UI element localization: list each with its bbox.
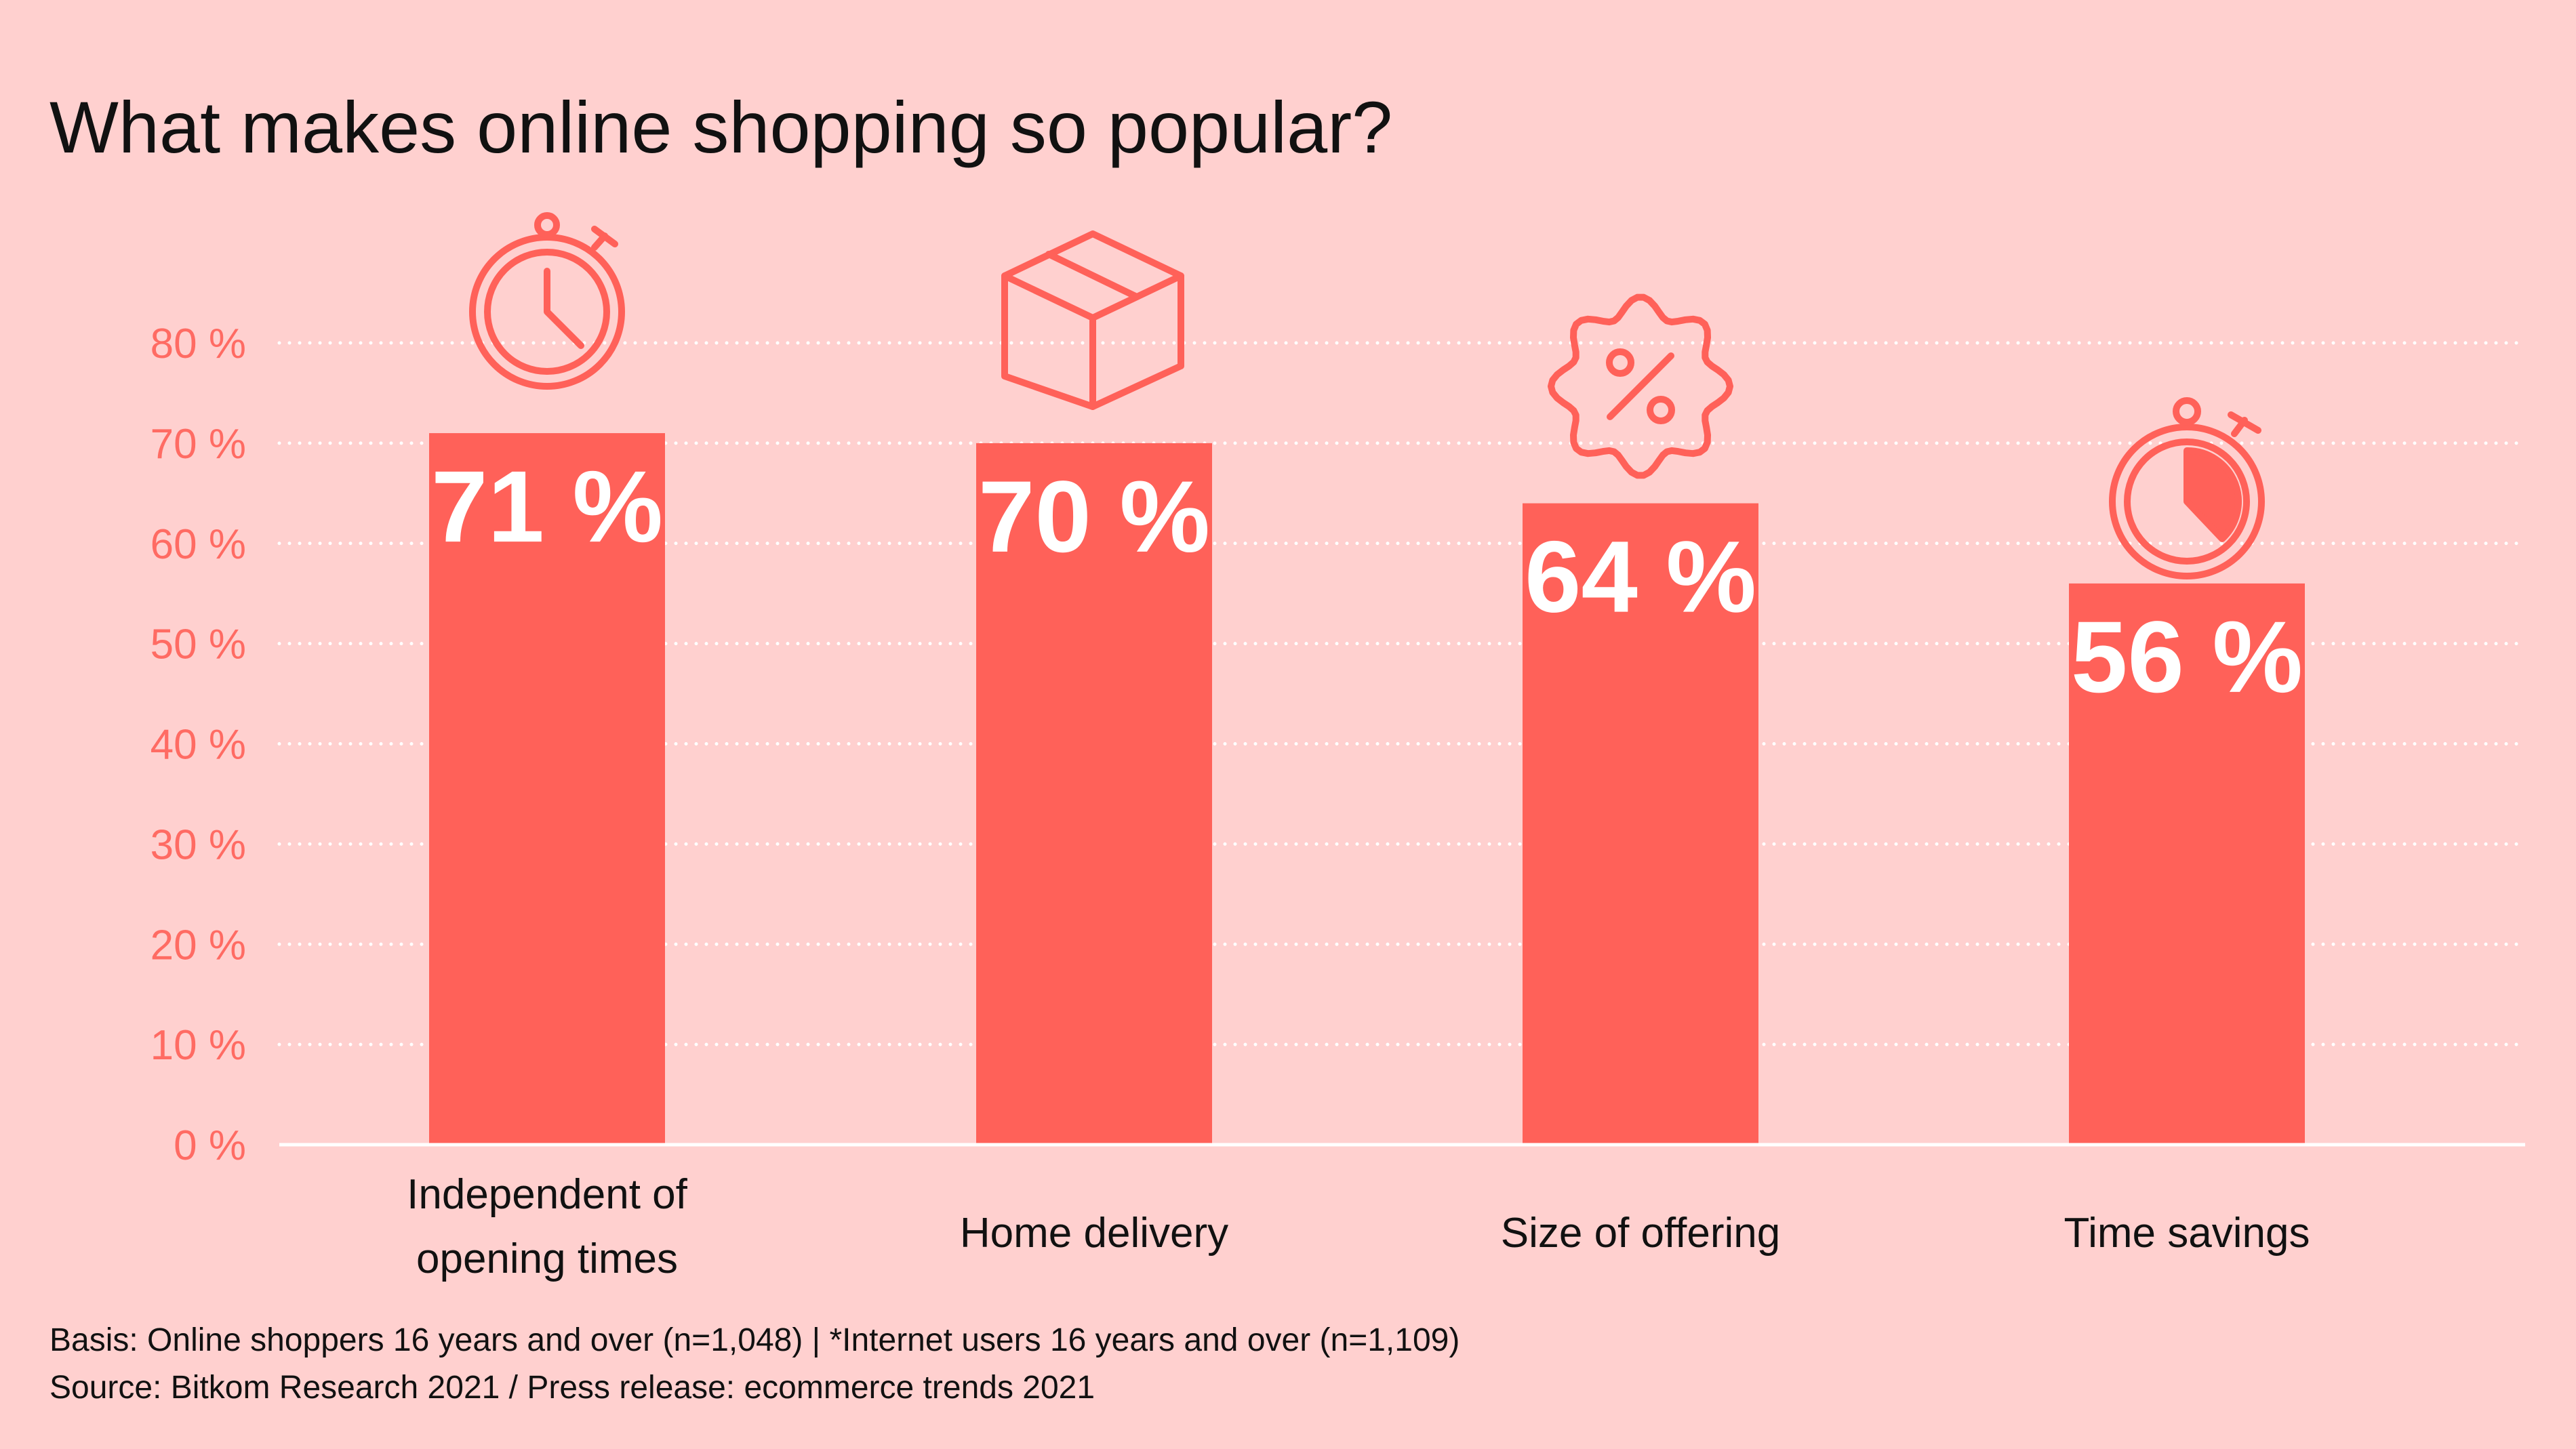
y-tick-label: 70 % — [150, 421, 246, 468]
y-tick-label: 10 % — [150, 1022, 246, 1069]
footnote-source: Source: Bitkom Research 2021 / Press rel… — [49, 1370, 1095, 1406]
category-label: Independent of — [407, 1171, 687, 1218]
y-tick-label: 60 % — [150, 521, 246, 568]
y-tick-label: 20 % — [150, 922, 246, 968]
category-label: opening times — [416, 1236, 678, 1282]
stopwatch-clock-icon — [469, 212, 625, 390]
stopwatch-timer-icon — [2109, 397, 2265, 579]
chart-title: What makes online shopping so popular? — [49, 86, 1392, 168]
bar-value-label: 71 % — [431, 449, 663, 563]
bar — [976, 443, 1212, 1145]
y-tick-label: 50 % — [150, 621, 246, 668]
bar — [1523, 503, 1758, 1145]
y-tick-label: 0 % — [174, 1122, 246, 1169]
bar — [2069, 583, 2305, 1145]
category-label: Home delivery — [960, 1210, 1228, 1257]
bar — [429, 433, 665, 1145]
bar-value-label: 56 % — [2071, 600, 2303, 714]
package-box-icon — [1001, 230, 1184, 410]
y-tick-label: 80 % — [150, 321, 246, 367]
bar-value-label: 70 % — [978, 460, 1210, 573]
bar-value-label: 64 % — [1525, 520, 1756, 634]
category-label: Time savings — [2064, 1210, 2310, 1257]
y-tick-label: 30 % — [150, 821, 246, 868]
footnote-basis: Basis: Online shoppers 16 years and over… — [49, 1322, 1460, 1358]
discount-badge-icon — [1548, 293, 1733, 479]
category-label: Size of offering — [1501, 1210, 1780, 1257]
y-tick-label: 40 % — [150, 722, 246, 769]
